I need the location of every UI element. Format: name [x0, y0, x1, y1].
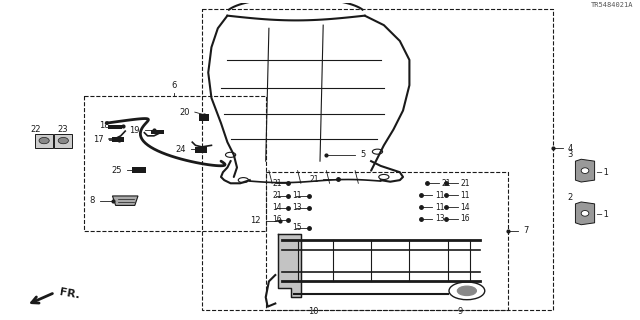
Text: TR5484021A: TR5484021A — [591, 2, 633, 8]
Text: 20: 20 — [179, 108, 189, 116]
Bar — [84, 96, 266, 231]
Text: 11: 11 — [461, 191, 470, 200]
Text: 16: 16 — [461, 214, 470, 223]
Text: 4: 4 — [568, 144, 573, 153]
Polygon shape — [575, 159, 595, 182]
Text: ─ 1: ─ 1 — [596, 168, 609, 177]
Bar — [198, 114, 209, 121]
Text: 25: 25 — [111, 165, 122, 174]
Bar — [195, 147, 207, 153]
Text: FR.: FR. — [58, 287, 80, 300]
Text: 9: 9 — [458, 307, 463, 316]
Ellipse shape — [581, 211, 589, 216]
Text: 5: 5 — [360, 150, 365, 159]
Polygon shape — [575, 202, 595, 225]
Text: 22: 22 — [31, 125, 41, 134]
Text: 14: 14 — [272, 204, 282, 212]
Text: 14: 14 — [461, 203, 470, 212]
Text: 7: 7 — [523, 226, 529, 235]
Text: 23: 23 — [58, 125, 68, 134]
Ellipse shape — [581, 168, 589, 173]
Text: 15: 15 — [292, 223, 302, 232]
Text: 17: 17 — [93, 135, 104, 144]
Ellipse shape — [58, 137, 68, 144]
Polygon shape — [113, 196, 138, 205]
Text: 21: 21 — [461, 179, 470, 188]
Text: 19: 19 — [129, 126, 140, 135]
Text: 11: 11 — [435, 203, 444, 212]
Text: 13: 13 — [292, 204, 302, 212]
Circle shape — [458, 286, 476, 296]
Text: 16: 16 — [272, 215, 282, 225]
Text: 12: 12 — [250, 216, 260, 225]
Bar — [202, 9, 553, 310]
Bar — [266, 172, 508, 310]
Text: 11: 11 — [292, 191, 302, 200]
Text: 11: 11 — [435, 191, 444, 200]
Text: 8: 8 — [89, 196, 95, 205]
Bar — [108, 125, 122, 129]
Text: 21: 21 — [309, 175, 319, 184]
Text: 21: 21 — [272, 179, 282, 188]
Bar — [35, 134, 53, 148]
Text: 24: 24 — [175, 145, 186, 154]
Text: 10: 10 — [308, 307, 319, 316]
Ellipse shape — [39, 137, 49, 144]
Polygon shape — [278, 234, 301, 297]
Text: ─ 1: ─ 1 — [596, 210, 609, 219]
Text: 21: 21 — [272, 191, 282, 200]
Bar — [132, 167, 146, 172]
Text: 13: 13 — [435, 214, 445, 223]
Text: 18: 18 — [99, 121, 109, 130]
Bar — [113, 137, 124, 142]
Bar — [151, 130, 164, 134]
Text: 2: 2 — [568, 193, 573, 202]
Text: 3: 3 — [568, 150, 573, 159]
Bar — [54, 134, 72, 148]
Text: 6: 6 — [172, 81, 177, 90]
Text: 21: 21 — [442, 179, 451, 188]
